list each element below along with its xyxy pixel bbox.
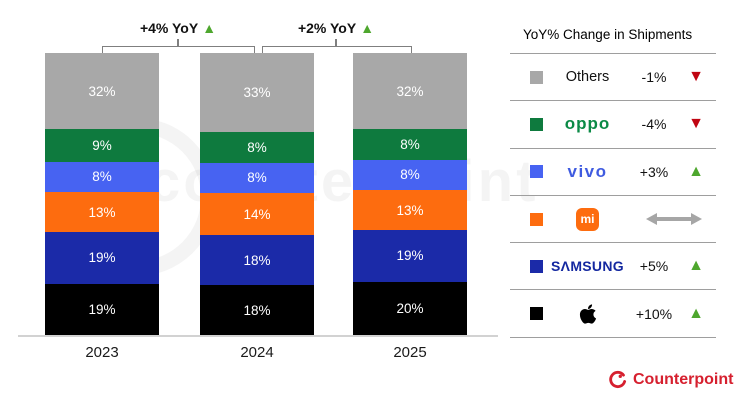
bracket-2024-2025 (262, 46, 412, 54)
down-triangle-icon: ▼ (688, 115, 704, 133)
flat-arrow-icon (632, 211, 716, 227)
segment-apple-2025: 20% (353, 281, 467, 335)
segment-value-label: 20% (396, 300, 424, 316)
counterpoint-icon (609, 370, 627, 388)
segment-samsung-2023: 19% (45, 232, 159, 284)
segment-value-label: 8% (400, 137, 420, 153)
apple-change-value: +10% (635, 305, 673, 322)
legend-row-samsung: SΛMSUNG +5% ▲ (510, 242, 716, 289)
segment-value-label: 8% (92, 169, 112, 185)
mi-swatch-icon (530, 212, 543, 226)
up-triangle-icon: ▲ (688, 257, 704, 275)
legend-rows: Others -1% ▼ oppo -4% ▼ vivo +3% ▲ mi (510, 53, 716, 338)
up-triangle-icon: ▲ (688, 304, 704, 322)
segment-samsung-2024: 18% (200, 235, 314, 286)
segment-oppo-2024: 8% (200, 132, 314, 163)
legend-row-mi: mi (510, 194, 716, 242)
x-axis-line (18, 335, 498, 337)
segment-value-label: 19% (88, 250, 116, 266)
segment-oppo-2025: 8% (353, 129, 467, 160)
yoy-annotation-text: +4% YoY (139, 20, 199, 36)
segment-vivo-2024: 8% (200, 162, 314, 194)
segment-vivo-2023: 8% (45, 161, 159, 193)
bracket-tick (335, 39, 337, 47)
others-swatch-icon (530, 70, 543, 84)
segment-value-label: 19% (396, 248, 424, 264)
samsung-swatch-icon (530, 259, 543, 273)
bar-2025: 32% 8% 8% 13% 19% 20% (353, 53, 467, 335)
segment-value-label: 33% (243, 85, 271, 100)
bar-2023: 32% 9% 8% 13% 19% 19% (45, 53, 159, 335)
segment-value-label: 9% (92, 138, 112, 154)
segment-value-label: 18% (243, 252, 271, 268)
bar-2024: 33% 8% 8% 14% 18% 18% (200, 53, 314, 335)
up-triangle-icon: ▲ (360, 20, 375, 36)
segment-others-2024: 33% (200, 53, 314, 132)
segment-value-label: 8% (247, 139, 267, 155)
segment-value-label: 14% (243, 206, 271, 222)
segment-value-label: 32% (88, 83, 116, 99)
samsung-logo: SΛMSUNG (551, 258, 624, 275)
segment-mi-2023: 13% (45, 192, 159, 233)
counterpoint-logo-text: Counterpoint (633, 370, 734, 388)
segment-mi-2024: 14% (200, 193, 314, 236)
vivo-logo: vivo (567, 161, 608, 181)
samsung-change-value: +5% (639, 258, 669, 275)
year-label-2024: 2024 (240, 344, 274, 361)
segment-vivo-2025: 8% (353, 159, 467, 191)
counterpoint-logo: Counterpoint (608, 370, 733, 389)
segment-value-label: 13% (396, 202, 424, 218)
apple-logo-icon (543, 303, 632, 325)
down-triangle-icon: ▼ (688, 68, 704, 86)
yoy-annotation-2023-2024: +4% YoY ▲ (103, 20, 253, 36)
segment-value-label: 19% (88, 301, 116, 317)
others-change-value: -1% (641, 69, 667, 86)
segment-apple-2023: 19% (45, 283, 159, 335)
segment-others-2025: 32% (353, 53, 467, 130)
segment-others-2023: 32% (45, 53, 159, 130)
legend-row-others: Others -1% ▼ (510, 53, 716, 100)
others-label: Others (565, 69, 610, 86)
segment-value-label: 32% (396, 83, 424, 99)
oppo-swatch-icon (530, 117, 543, 131)
vivo-change-value: +3% (639, 163, 669, 180)
bracket-tick (177, 39, 179, 47)
yoy-annotation-text: +2% YoY (297, 20, 357, 36)
segment-mi-2025: 13% (353, 190, 467, 231)
segment-oppo-2023: 9% (45, 129, 159, 162)
mi-logo: mi (576, 207, 599, 231)
legend-row-oppo: oppo -4% ▼ (510, 100, 716, 147)
segment-apple-2024: 18% (200, 285, 314, 335)
oppo-change-value: -4% (641, 116, 667, 133)
year-label-2023: 2023 (85, 344, 119, 361)
segment-value-label: 8% (247, 170, 267, 186)
segment-value-label: 8% (400, 167, 420, 183)
bracket-2023-2024 (102, 46, 255, 54)
vivo-swatch-icon (530, 165, 543, 179)
segment-value-label: 18% (243, 302, 271, 318)
segment-value-label: 13% (88, 204, 116, 220)
legend-row-apple: +10% ▲ (510, 289, 716, 338)
up-triangle-icon: ▲ (202, 20, 217, 36)
apple-swatch-icon (530, 307, 543, 321)
legend-title: YoY% Change in Shipments (523, 27, 693, 42)
up-triangle-icon: ▲ (688, 162, 704, 180)
oppo-logo: oppo (564, 114, 611, 134)
year-label-2025: 2025 (393, 344, 427, 361)
yoy-annotation-2024-2025: +2% YoY ▲ (261, 20, 411, 36)
segment-samsung-2025: 19% (353, 230, 467, 282)
legend-row-vivo: vivo +3% ▲ (510, 147, 716, 195)
